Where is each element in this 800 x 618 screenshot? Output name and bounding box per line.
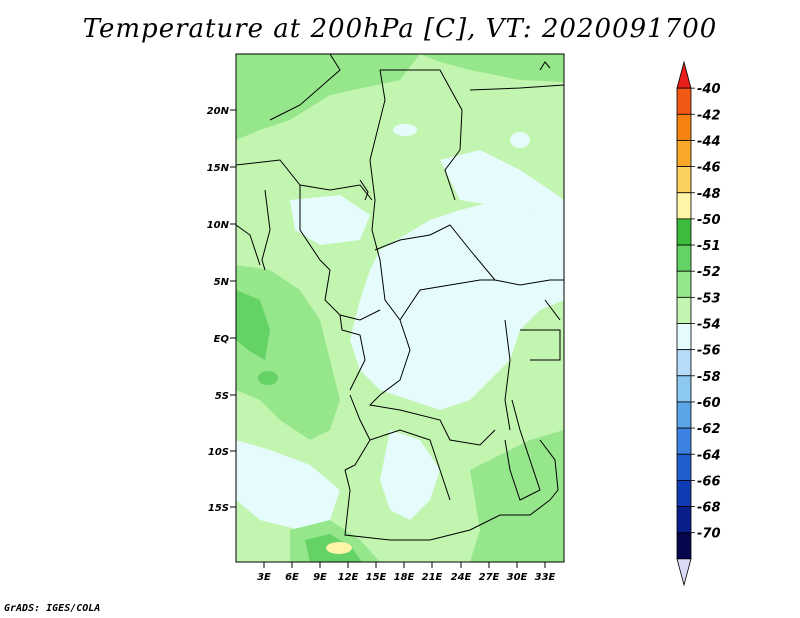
lon-label: 15E <box>366 572 387 583</box>
colorbar-swatch <box>676 218 692 246</box>
lon-label: 6E <box>285 572 299 583</box>
lat-label: 15N <box>207 163 230 174</box>
colorbar-label: -60 <box>697 396 721 411</box>
colorbar-swatch <box>676 506 692 534</box>
lon-label: 24E <box>451 572 472 583</box>
lat-label: 10S <box>208 447 229 458</box>
colorbar-label: -66 <box>697 474 721 489</box>
colorbar-bottom-arrow <box>676 558 692 587</box>
field-cold-central <box>350 200 564 410</box>
colorbar-swatch <box>676 166 692 194</box>
colorbar-label: -50 <box>697 213 721 228</box>
lon-label: 9E <box>313 572 327 583</box>
colorbar-label: -52 <box>697 265 721 280</box>
colorbar-label: -51 <box>697 239 721 254</box>
colorbar-label: -42 <box>697 108 721 123</box>
colorbar-label: -40 <box>697 82 721 97</box>
colorbar-label: -68 <box>697 501 721 516</box>
colorbar-label: -48 <box>697 187 721 202</box>
colorbar-swatch <box>676 192 692 220</box>
chart-title: Temperature at 200hPa [C], VT: 202009170… <box>82 14 718 44</box>
lat-label: EQ <box>214 334 230 345</box>
lon-label: 12E <box>338 572 359 583</box>
colorbar-swatch <box>676 87 692 115</box>
temperature-field <box>236 54 564 562</box>
colorbar-swatch <box>676 349 692 377</box>
lon-label: 27E <box>479 572 500 583</box>
colorbar-swatch <box>676 244 692 272</box>
field-cold-northeast <box>440 150 564 235</box>
colorbar-swatch <box>676 113 692 141</box>
map-frame <box>235 53 565 563</box>
field-cold-patch <box>393 124 417 136</box>
colorbar-swatch <box>676 323 692 351</box>
lat-label: 15S <box>208 503 229 514</box>
field-warm-southeast <box>470 430 564 562</box>
field-warm-north-2 <box>420 54 564 82</box>
colorbar-label: -54 <box>697 318 721 333</box>
colorbar-swatch <box>676 375 692 403</box>
lon-label: 18E <box>394 572 415 583</box>
lon-label: 33E <box>535 572 556 583</box>
colorbar-swatch <box>676 427 692 455</box>
colorbar-label: -46 <box>697 161 721 176</box>
country-borders <box>236 54 564 541</box>
field-cold-south <box>380 430 440 520</box>
colorbar-label: -58 <box>697 370 721 385</box>
lon-label: 21E <box>422 572 443 583</box>
colorbar-swatch <box>676 479 692 507</box>
lat-label: 20N <box>207 106 230 117</box>
field-warm-north <box>236 54 420 140</box>
colorbar-swatch <box>676 532 692 560</box>
colorbar-label: -56 <box>697 344 721 359</box>
colorbar-label: -64 <box>697 448 721 463</box>
field-hot-spot <box>326 542 352 554</box>
colorbar: -40 -42 -44 -46 -48 -50 -51 -52 -53 -54 -56 -58 -60 -… <box>676 60 721 587</box>
colorbar-label: -70 <box>697 527 721 542</box>
credit-label: GrADS: IGES/COLA <box>4 603 101 614</box>
field-cold-north <box>290 195 370 245</box>
colorbar-swatch <box>676 270 692 298</box>
colorbar-label: -44 <box>697 134 721 149</box>
colorbar-swatch <box>676 296 692 324</box>
colorbar-swatch <box>676 453 692 481</box>
field-warmest-blob <box>258 371 278 385</box>
lat-label: 5S <box>215 391 229 402</box>
lat-label: 10N <box>207 220 230 231</box>
lat-label: 5N <box>214 277 230 288</box>
colorbar-label: -53 <box>697 291 721 306</box>
lon-label: 3E <box>257 572 271 583</box>
field-cold-southwest <box>236 440 340 530</box>
field-cold-patch-2 <box>510 132 530 148</box>
field-warmest-west <box>236 290 270 360</box>
lat-axis: 20N 15N 10N 5N EQ 5S 10S 15S <box>207 106 236 514</box>
colorbar-swatch <box>676 401 692 429</box>
lon-axis: 3E 6E 9E 12E 15E 18E 21E 24E 27E 30E 33E <box>257 562 556 583</box>
lon-label: 30E <box>507 572 528 583</box>
colorbar-label: -62 <box>697 422 721 437</box>
colorbar-swatch <box>676 140 692 167</box>
colorbar-top-arrow <box>676 60 692 89</box>
